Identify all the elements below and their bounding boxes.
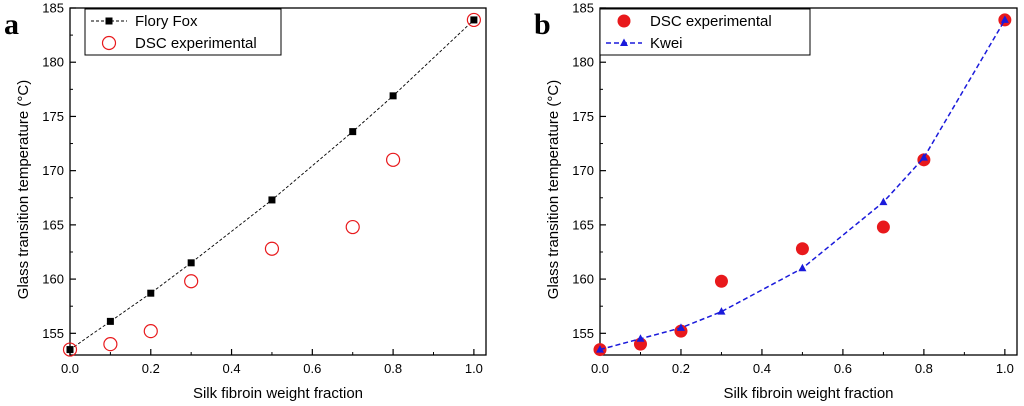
data-point-triangle xyxy=(798,263,807,272)
y-tick-label: 170 xyxy=(42,163,64,178)
legend-marker xyxy=(617,14,631,28)
x-axis-title: Silk fibroin weight fraction xyxy=(193,385,363,402)
y-tick-label: 165 xyxy=(42,217,64,232)
data-point-square xyxy=(268,196,276,204)
y-tick-label: 185 xyxy=(572,1,594,16)
data-point-circle xyxy=(876,220,890,234)
y-tick-label: 160 xyxy=(42,272,64,287)
panel-letter: a xyxy=(4,8,19,41)
y-tick-label: 180 xyxy=(42,55,64,70)
data-point-circle xyxy=(386,152,401,167)
legend-label: Kwei xyxy=(650,35,683,52)
data-point-triangle xyxy=(636,334,645,342)
x-tick-label: 0.4 xyxy=(753,361,771,376)
data-point-circle xyxy=(62,342,78,357)
panel-letter: b xyxy=(534,8,551,41)
legend-label: DSC experimental xyxy=(135,35,257,52)
x-tick-label: 0.0 xyxy=(61,361,79,376)
data-point-triangle xyxy=(879,197,888,206)
x-tick-label: 0.2 xyxy=(672,361,690,376)
y-axis-title: Glass transition temperature (°C) xyxy=(545,80,562,299)
panel-a: 0.0 0.2 0.4 0.6 0.8 1.0 155 160 165 170 175 180 185 S… xyxy=(4,1,487,402)
data-point-circle xyxy=(143,324,158,339)
data-point-square xyxy=(187,259,195,267)
legend-box xyxy=(599,8,811,56)
y-tick-label: 175 xyxy=(42,109,64,124)
x-tick-label: 0.6 xyxy=(303,361,321,376)
data-point-circle xyxy=(264,241,280,256)
x-axis-title: Silk fibroin weight fraction xyxy=(723,385,893,402)
x-tick-label: 1.0 xyxy=(996,361,1014,376)
x-tick-label: 0.8 xyxy=(915,361,933,376)
x-tick-label: 0.2 xyxy=(142,361,160,376)
x-tick-label: 0.4 xyxy=(223,361,241,376)
y-tick-label: 175 xyxy=(572,109,594,124)
data-point-triangle xyxy=(717,307,726,315)
data-point-triangle xyxy=(596,345,604,353)
data-point-triangle xyxy=(676,323,685,331)
legend-marker xyxy=(101,35,117,51)
data-point-triangle xyxy=(1000,15,1009,23)
legend-label: Flory Fox xyxy=(135,13,198,30)
y-tick-label: 155 xyxy=(572,326,594,341)
x-tick-label: 0.6 xyxy=(834,361,852,376)
y-tick-label: 180 xyxy=(572,55,594,70)
legend-box xyxy=(84,8,282,56)
plot-frame xyxy=(599,7,1018,356)
x-tick-label: 0.0 xyxy=(591,361,609,376)
data-point-circle xyxy=(184,274,199,289)
y-tick-label: 170 xyxy=(572,163,594,178)
data-point-triangle xyxy=(919,153,928,161)
data-point-circle xyxy=(466,12,481,28)
data-point-circle xyxy=(103,337,118,352)
series-line xyxy=(69,19,475,350)
legend-label: DSC experimental xyxy=(650,13,772,30)
y-tick-label: 165 xyxy=(572,217,594,232)
data-point-circle xyxy=(674,324,688,338)
data-point-square xyxy=(349,128,357,136)
legend-marker xyxy=(105,17,113,25)
y-tick-label: 155 xyxy=(42,326,64,341)
x-tick-label: 1.0 xyxy=(465,361,483,376)
plot-frame xyxy=(69,7,487,356)
data-point-square xyxy=(66,346,74,354)
panel-b: 0.0 0.2 0.4 0.6 0.8 1.0 155 160 165 170 175 180 185 S… xyxy=(534,1,1018,402)
data-point-square xyxy=(106,317,114,325)
data-point-square xyxy=(389,92,397,100)
x-tick-label: 0.8 xyxy=(384,361,402,376)
data-point-circle xyxy=(345,219,360,235)
data-point-circle xyxy=(714,274,728,288)
data-point-circle xyxy=(795,242,809,256)
data-point-square xyxy=(470,16,478,24)
data-point-square xyxy=(147,289,155,297)
y-tick-label: 160 xyxy=(572,272,594,287)
legend-marker xyxy=(620,38,628,46)
y-tick-label: 185 xyxy=(42,1,64,16)
series-line xyxy=(599,19,1006,351)
y-axis-title: Glass transition temperature (°C) xyxy=(15,80,32,299)
